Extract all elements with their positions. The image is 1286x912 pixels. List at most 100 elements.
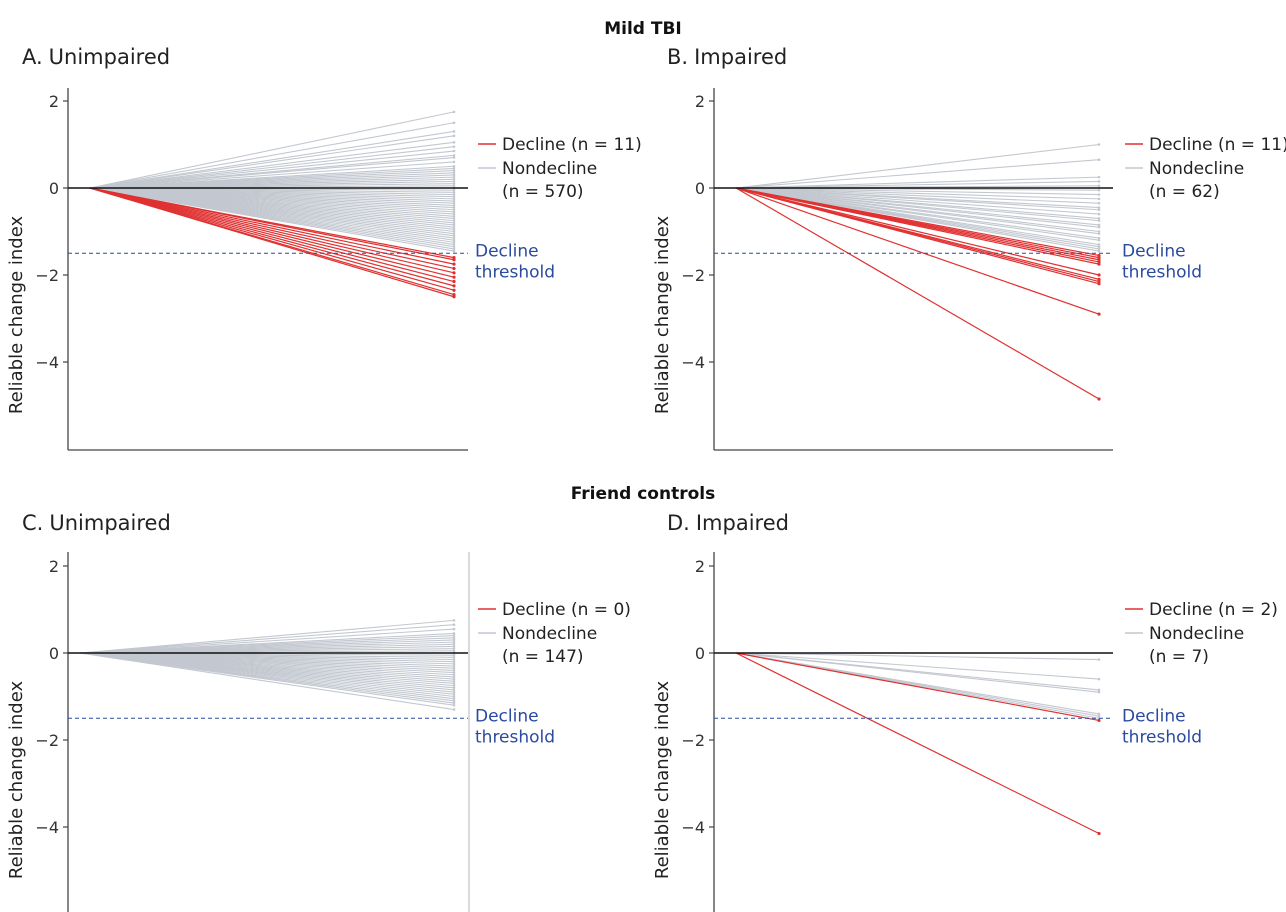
- decline-endpoint: [452, 271, 456, 275]
- decline-endpoint: [452, 275, 456, 279]
- nondecline-endpoint: [452, 649, 456, 653]
- nondecline-endpoint: [452, 228, 456, 231]
- nondecline-endpoint: [452, 236, 456, 240]
- nondecline-endpoint: [452, 110, 456, 114]
- decline-line: [89, 187, 455, 283]
- threshold-label: Decline: [475, 241, 539, 261]
- y-tick-label: 2: [49, 92, 59, 111]
- nondecline-endpoint: [452, 658, 456, 661]
- decline-endpoint: [1097, 831, 1101, 836]
- y-tick-label: 0: [49, 644, 59, 663]
- panel-b: B. Impaired 2 0 −2 −4 Reliable change index Dec…: [652, 45, 1286, 451]
- y-tick-label: −2: [35, 266, 59, 285]
- nondecline-line: [735, 176, 1100, 189]
- nondecline-endpoint: [452, 223, 456, 227]
- nondecline-line: [735, 187, 1100, 228]
- nondecline-endpoint: [1097, 238, 1101, 242]
- nondecline-endpoint: [452, 219, 456, 222]
- nondecline-endpoint: [452, 197, 456, 201]
- nondecline-endpoint: [452, 169, 456, 172]
- panel-letter: C.: [22, 511, 43, 535]
- nondecline-endpoint: [452, 643, 456, 646]
- nondecline-endpoint: [452, 225, 456, 229]
- legend-decline-label: Decline (n = 0): [502, 600, 631, 620]
- nondecline-endpoint: [452, 214, 456, 218]
- nondecline-endpoint: [452, 645, 456, 648]
- decline-line: [735, 187, 1100, 257]
- panel-d: D. Impaired 2 0 −2 −4 Reliable change index Dec…: [652, 511, 1278, 912]
- nondecline-endpoint: [452, 212, 456, 216]
- nondecline-endpoint: [452, 682, 456, 685]
- nondecline-endpoint: [452, 660, 456, 663]
- nondecline-endpoint: [452, 182, 456, 185]
- legend-nondecline-count: (n = 62): [1149, 182, 1220, 202]
- nondecline-endpoint: [452, 180, 456, 183]
- nondecline-endpoint: [452, 647, 456, 650]
- y-tick-label: −4: [35, 353, 59, 372]
- decline-endpoint: [452, 262, 456, 266]
- y-axis-label: Reliable change index: [6, 216, 27, 415]
- decline-endpoint: [1097, 312, 1101, 316]
- nondecline-endpoint: [452, 640, 456, 644]
- nondecline-endpoint: [1097, 223, 1101, 227]
- threshold-label: threshold: [475, 262, 555, 282]
- y-tick-label: 0: [695, 179, 705, 198]
- panel-title-text: Unimpaired: [49, 45, 170, 69]
- nondecline-endpoint: [1097, 158, 1101, 162]
- decline-line: [89, 187, 455, 274]
- threshold-label: threshold: [1122, 262, 1202, 282]
- legend-nondecline-label: Nondecline: [1149, 159, 1244, 179]
- nondecline-endpoint: [452, 245, 456, 249]
- panel-title: B. Impaired: [667, 45, 787, 69]
- nondecline-endpoint: [452, 673, 456, 677]
- decline-line: [735, 652, 1100, 722]
- nondecline-endpoint: [1097, 193, 1101, 196]
- nondecline-line: [79, 652, 455, 711]
- decline-endpoint: [1097, 282, 1101, 286]
- nondecline-endpoint: [1097, 206, 1101, 209]
- decline-endpoint: [1097, 253, 1101, 258]
- decline-line: [735, 187, 1100, 400]
- decline-line: [89, 187, 455, 278]
- panel-title-text: Impaired: [696, 511, 789, 535]
- nondecline-endpoint: [452, 701, 456, 705]
- nondecline-endpoint: [452, 708, 456, 711]
- nondecline-line: [735, 652, 1100, 680]
- nondecline-line: [735, 180, 1100, 189]
- nondecline-endpoint: [452, 688, 456, 692]
- decline-endpoint: [1097, 718, 1101, 723]
- nondecline-endpoint: [452, 232, 456, 235]
- threshold-label: Decline: [1122, 241, 1186, 261]
- legend-nondecline-count: (n = 7): [1149, 647, 1209, 667]
- nondecline-line: [89, 111, 455, 189]
- nondecline-endpoint: [452, 675, 456, 679]
- nondecline-endpoint: [452, 234, 456, 238]
- legend-nondecline-label: Nondecline: [502, 159, 597, 179]
- nondecline-endpoint: [452, 173, 456, 177]
- legend-decline-label: Decline (n = 2): [1149, 600, 1278, 620]
- nondecline-line: [735, 187, 1100, 211]
- nondecline-line: [79, 652, 455, 706]
- nondecline-line: [89, 150, 455, 189]
- decline-endpoint: [452, 288, 456, 292]
- nondecline-endpoint: [452, 154, 456, 157]
- nondecline-endpoint: [1097, 225, 1101, 229]
- decline-line: [735, 187, 1100, 276]
- nondecline-endpoint: [452, 693, 456, 696]
- nondecline-endpoint: [1097, 143, 1101, 146]
- decline-endpoint: [452, 295, 456, 299]
- nondecline-endpoint: [452, 666, 456, 670]
- group-title-friend-controls: Friend controls: [571, 484, 715, 504]
- nondecline-line: [735, 187, 1100, 215]
- nondecline-endpoint: [452, 695, 456, 698]
- nondecline-endpoint: [452, 156, 456, 159]
- decline-endpoint: [1097, 262, 1101, 266]
- nondecline-endpoint: [1097, 690, 1101, 694]
- nondecline-endpoint: [1097, 245, 1101, 249]
- nondecline-endpoint: [452, 636, 456, 640]
- legend-nondecline-count: (n = 570): [502, 182, 584, 202]
- nondecline-endpoint: [452, 703, 456, 707]
- threshold-label: Decline: [1122, 706, 1186, 726]
- nondecline-line: [735, 187, 1100, 200]
